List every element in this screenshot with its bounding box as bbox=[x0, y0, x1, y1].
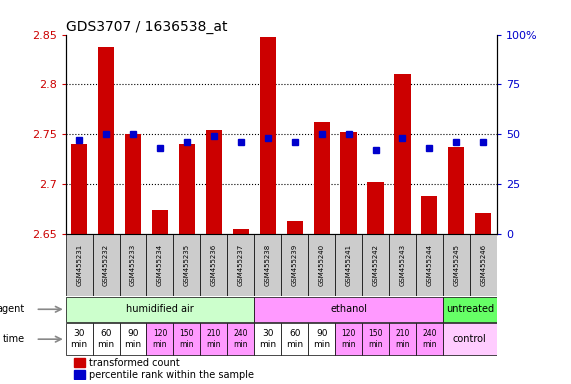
Text: humidified air: humidified air bbox=[126, 304, 194, 314]
Text: GSM455242: GSM455242 bbox=[372, 244, 379, 286]
Bar bbox=[233, 229, 249, 234]
Bar bbox=[206, 130, 222, 234]
FancyBboxPatch shape bbox=[200, 323, 227, 355]
Bar bbox=[98, 46, 114, 234]
Text: GSM455245: GSM455245 bbox=[453, 244, 459, 286]
Text: 120
min: 120 min bbox=[152, 329, 167, 349]
FancyBboxPatch shape bbox=[254, 296, 443, 322]
FancyBboxPatch shape bbox=[66, 323, 93, 355]
Text: 210
min: 210 min bbox=[395, 329, 410, 349]
FancyBboxPatch shape bbox=[443, 234, 470, 296]
FancyBboxPatch shape bbox=[281, 234, 308, 296]
FancyBboxPatch shape bbox=[174, 323, 200, 355]
FancyBboxPatch shape bbox=[416, 323, 443, 355]
Text: percentile rank within the sample: percentile rank within the sample bbox=[90, 370, 254, 380]
FancyBboxPatch shape bbox=[66, 234, 93, 296]
Text: GSM455237: GSM455237 bbox=[238, 244, 244, 286]
Text: ethanol: ethanol bbox=[330, 304, 367, 314]
Text: GDS3707 / 1636538_at: GDS3707 / 1636538_at bbox=[66, 20, 227, 33]
Bar bbox=[313, 122, 329, 234]
Bar bbox=[448, 147, 464, 234]
Bar bbox=[421, 196, 437, 234]
Bar bbox=[287, 221, 303, 234]
Text: GSM455234: GSM455234 bbox=[157, 244, 163, 286]
FancyBboxPatch shape bbox=[443, 323, 497, 355]
Text: GSM455244: GSM455244 bbox=[427, 244, 432, 286]
Text: 120
min: 120 min bbox=[341, 329, 356, 349]
FancyBboxPatch shape bbox=[362, 234, 389, 296]
FancyBboxPatch shape bbox=[93, 323, 119, 355]
Bar bbox=[74, 371, 85, 379]
Text: transformed count: transformed count bbox=[90, 358, 180, 367]
Bar bbox=[125, 134, 141, 234]
Text: 240
min: 240 min bbox=[234, 329, 248, 349]
Text: GSM455238: GSM455238 bbox=[265, 244, 271, 286]
FancyBboxPatch shape bbox=[335, 234, 362, 296]
FancyBboxPatch shape bbox=[119, 234, 147, 296]
Bar bbox=[179, 144, 195, 234]
Text: GSM455241: GSM455241 bbox=[345, 244, 352, 286]
Text: 60
min: 60 min bbox=[286, 329, 303, 349]
Text: 60
min: 60 min bbox=[98, 329, 115, 349]
FancyBboxPatch shape bbox=[281, 323, 308, 355]
Bar bbox=[475, 213, 492, 234]
FancyBboxPatch shape bbox=[66, 296, 254, 322]
Text: untreated: untreated bbox=[446, 304, 494, 314]
Text: GSM455236: GSM455236 bbox=[211, 244, 217, 286]
Bar bbox=[395, 74, 411, 234]
Text: control: control bbox=[453, 334, 486, 344]
FancyBboxPatch shape bbox=[227, 323, 254, 355]
Text: GSM455235: GSM455235 bbox=[184, 244, 190, 286]
Text: GSM455233: GSM455233 bbox=[130, 244, 136, 286]
Text: 30
min: 30 min bbox=[71, 329, 88, 349]
FancyBboxPatch shape bbox=[174, 234, 200, 296]
FancyBboxPatch shape bbox=[362, 323, 389, 355]
FancyBboxPatch shape bbox=[119, 323, 147, 355]
Bar bbox=[368, 182, 384, 234]
FancyBboxPatch shape bbox=[200, 234, 227, 296]
FancyBboxPatch shape bbox=[389, 323, 416, 355]
Text: 240
min: 240 min bbox=[422, 329, 437, 349]
FancyBboxPatch shape bbox=[147, 234, 174, 296]
Text: 210
min: 210 min bbox=[207, 329, 221, 349]
Text: agent: agent bbox=[0, 304, 25, 314]
FancyBboxPatch shape bbox=[308, 234, 335, 296]
Text: time: time bbox=[3, 334, 25, 344]
Text: 90
min: 90 min bbox=[313, 329, 330, 349]
Text: GSM455232: GSM455232 bbox=[103, 244, 109, 286]
Bar bbox=[260, 36, 276, 234]
Text: GSM455239: GSM455239 bbox=[292, 244, 297, 286]
Bar bbox=[152, 210, 168, 234]
Bar bbox=[340, 132, 357, 234]
Text: 150
min: 150 min bbox=[368, 329, 383, 349]
FancyBboxPatch shape bbox=[254, 234, 281, 296]
FancyBboxPatch shape bbox=[443, 296, 497, 322]
FancyBboxPatch shape bbox=[416, 234, 443, 296]
Text: GSM455231: GSM455231 bbox=[76, 244, 82, 286]
Bar bbox=[71, 144, 87, 234]
FancyBboxPatch shape bbox=[470, 234, 497, 296]
FancyBboxPatch shape bbox=[147, 323, 174, 355]
Text: 30
min: 30 min bbox=[259, 329, 276, 349]
FancyBboxPatch shape bbox=[308, 323, 335, 355]
Text: GSM455246: GSM455246 bbox=[480, 244, 486, 286]
FancyBboxPatch shape bbox=[335, 323, 362, 355]
Bar bbox=[74, 358, 85, 367]
FancyBboxPatch shape bbox=[227, 234, 254, 296]
Text: GSM455243: GSM455243 bbox=[400, 244, 405, 286]
Text: 150
min: 150 min bbox=[180, 329, 194, 349]
Text: 90
min: 90 min bbox=[124, 329, 142, 349]
FancyBboxPatch shape bbox=[254, 323, 281, 355]
FancyBboxPatch shape bbox=[93, 234, 119, 296]
Text: GSM455240: GSM455240 bbox=[319, 244, 325, 286]
FancyBboxPatch shape bbox=[389, 234, 416, 296]
